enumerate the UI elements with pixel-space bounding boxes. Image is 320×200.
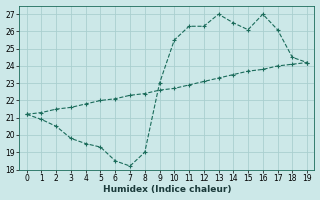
X-axis label: Humidex (Indice chaleur): Humidex (Indice chaleur) bbox=[103, 185, 231, 194]
